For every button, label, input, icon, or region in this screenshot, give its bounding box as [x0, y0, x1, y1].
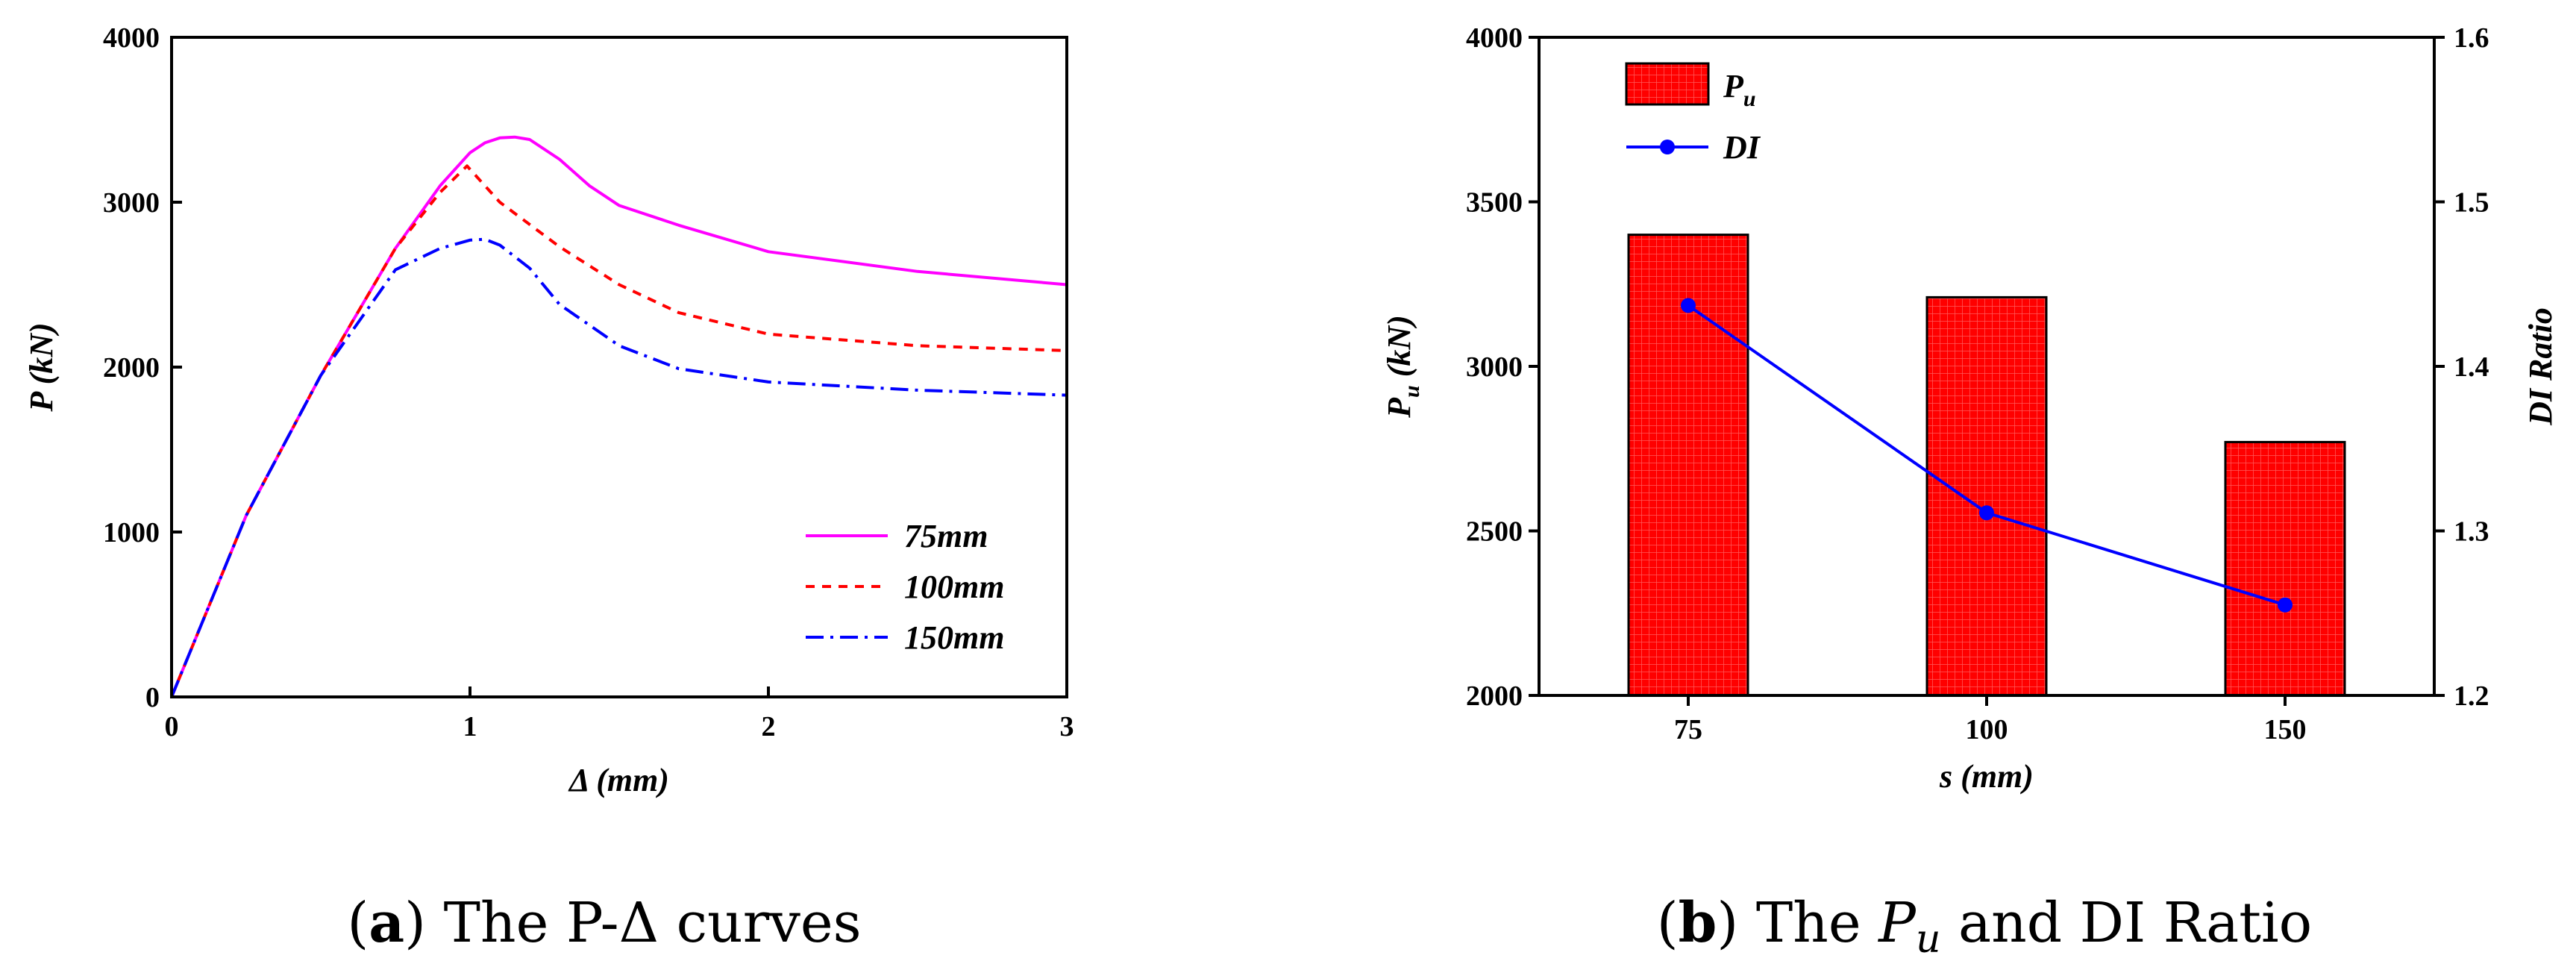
x-tick-label: 2 — [762, 711, 776, 742]
legend-label-100mm: 100mm — [904, 569, 1004, 605]
y2-tick-label: 1.5 — [2454, 187, 2489, 219]
di-point-100 — [1979, 505, 1994, 521]
y-tick-label: 4000 — [1466, 22, 1523, 54]
bar-150 — [2224, 440, 2346, 697]
x-axis-title: s (mm) — [1939, 758, 2034, 795]
legend-swatch-pu — [1625, 62, 1710, 106]
y2-tick-label: 1.4 — [2454, 351, 2489, 383]
legend-label-pu: Pu — [1723, 68, 1756, 111]
di-point-75 — [1681, 298, 1696, 313]
bar-100 — [1925, 295, 2048, 697]
caption-b: (b) The Pu and DI Ratio — [1657, 891, 2312, 962]
series-line-75mm — [170, 135, 1068, 698]
legend: 75mm 100mm 150mm — [806, 518, 1004, 656]
plot-frame — [170, 36, 1068, 698]
y2-tick-label: 1.6 — [2454, 22, 2489, 54]
series-line-150mm — [170, 237, 1068, 698]
p-delta-chart: 0 1 2 3 0 1000 2000 3000 4000 P (kN) Δ (mm) 75mm… — [23, 22, 1074, 955]
y-tick-label: 2000 — [1466, 681, 1523, 712]
plot-frame — [1538, 36, 2436, 697]
di-point-150 — [2278, 597, 2293, 613]
y-tick-label: 2000 — [103, 352, 160, 384]
y-tick-label: 3000 — [1466, 351, 1523, 383]
y-tick-label: 4000 — [103, 22, 160, 54]
x-tick-label: 1 — [463, 711, 477, 742]
x-tick-label: 100 — [1966, 714, 2008, 745]
y-tick-label: 1000 — [103, 517, 160, 548]
series-line-100mm — [170, 164, 1068, 698]
y2-axis-title: DI Ratio — [2522, 307, 2559, 426]
x-axis-title: Δ (mm) — [568, 762, 669, 798]
x-tick-label: 0 — [165, 711, 179, 742]
legend-label-150mm: 150mm — [904, 619, 1004, 656]
y-tick-label: 0 — [145, 682, 160, 713]
x-tick-label: 150 — [2264, 714, 2307, 745]
x-tick-label: 3 — [1060, 711, 1074, 742]
y-tick-label: 2500 — [1466, 516, 1523, 548]
y-tick-label: 3000 — [103, 187, 160, 219]
legend: Pu DI — [1625, 62, 1761, 166]
legend-label-75mm: 75mm — [904, 518, 988, 554]
y-axis-title: Pu (kN) — [1381, 315, 1424, 419]
legend-marker-di — [1660, 140, 1675, 154]
y-tick-label: 3500 — [1466, 187, 1523, 219]
x-tick-label: 75 — [1674, 714, 1702, 745]
y-axis-title: P (kN) — [23, 322, 60, 412]
y2-tick-label: 1.2 — [2454, 681, 2489, 712]
y2-tick-label: 1.3 — [2454, 516, 2489, 548]
caption-a: (a) The P-Δ curves — [347, 891, 861, 955]
pu-di-chart: 75 100 150 2000 2500 3000 3500 4000 1.2 1.3 1.4 1.5… — [1381, 22, 2559, 962]
legend-label-di: DI — [1723, 129, 1761, 166]
